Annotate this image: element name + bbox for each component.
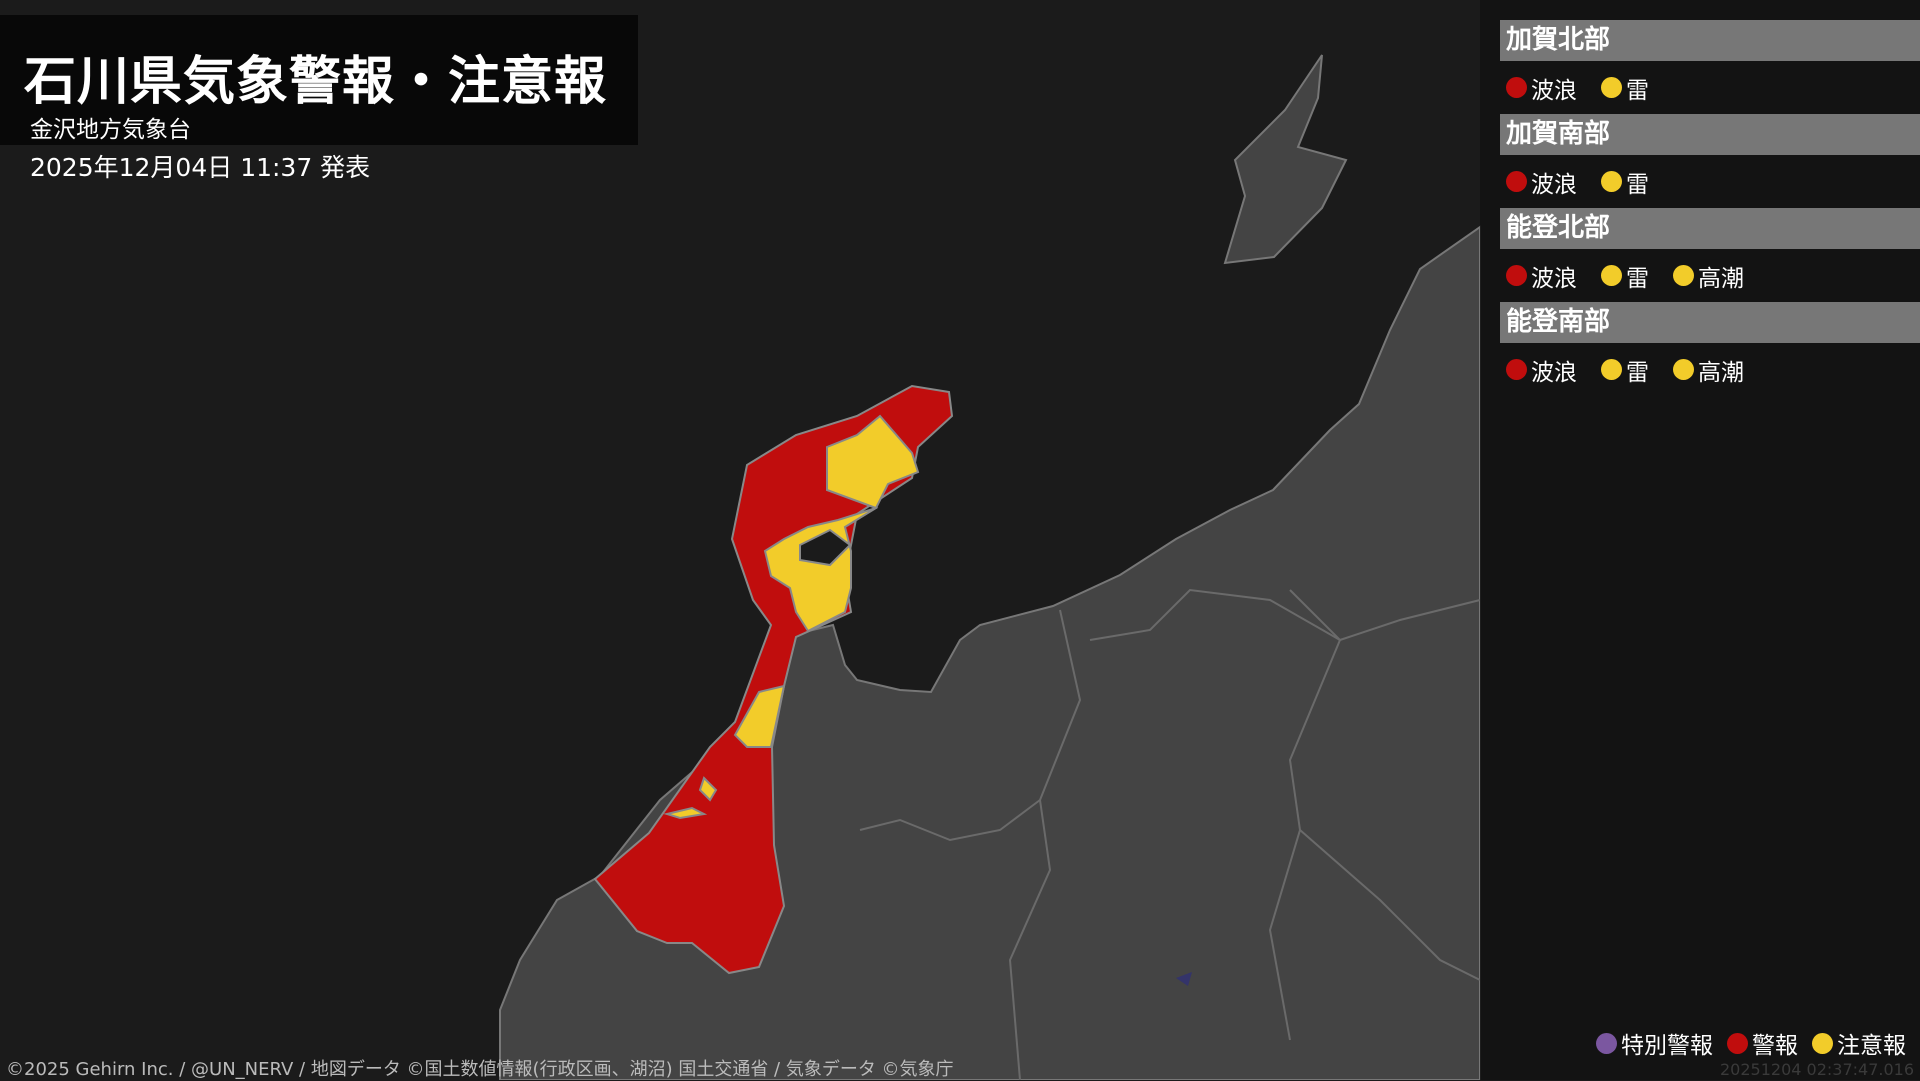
warning-item: 波浪 [1506,71,1577,105]
warning-item: 雷 [1601,71,1649,105]
level-dot-icon [1506,265,1527,286]
legend-label: 注意報 [1837,1033,1906,1059]
legend-item: 注意報 [1812,1026,1906,1060]
warning-label: 雷 [1626,359,1649,386]
title-box: 石川県気象警報・注意報 金沢地方気象台 [0,15,638,145]
page-title: 石川県気象警報・注意報 [24,52,608,112]
area-section: 加賀北部波浪 雷 [1500,20,1920,114]
warning-label: 波浪 [1531,77,1577,104]
sado-island [1223,54,1348,265]
warning-item: 波浪 [1506,353,1577,387]
legend-item: 警報 [1727,1026,1798,1060]
level-dot-icon [1601,77,1622,98]
area-section: 能登南部波浪 雷 高潮 [1500,302,1920,396]
level-dot-icon [1673,359,1694,380]
legend: 特別警報 警報 注意報 [1582,1026,1906,1060]
warning-item: 雷 [1601,165,1649,199]
area-section: 加賀南部波浪 雷 [1500,114,1920,208]
warning-item: 雷 [1601,259,1649,293]
lake [1176,972,1192,986]
warning-label: 波浪 [1531,265,1577,292]
warning-label: 雷 [1626,77,1649,104]
level-dot-icon [1601,171,1622,192]
warning-label: 高潮 [1698,265,1744,292]
area-name: 能登南部 [1500,302,1920,343]
area-warnings: 波浪 雷 高潮 [1500,249,1920,302]
level-dot-icon [1601,359,1622,380]
ishikawa-warning-area [593,384,954,975]
area-name: 加賀北部 [1500,20,1920,61]
legend-label: 警報 [1752,1033,1798,1059]
warning-label: 雷 [1626,171,1649,198]
warning-label: 波浪 [1531,359,1577,386]
legend-dot-icon [1727,1032,1748,1054]
ishikawa-advisory-areas [663,414,920,820]
mainland [499,225,1481,1080]
legend-dot-icon [1812,1032,1833,1054]
warning-item: 波浪 [1506,165,1577,199]
prefecture-borders [859,588,1481,1080]
area-warnings: 波浪 雷 [1500,61,1920,114]
area-section: 能登北部波浪 雷 高潮 [1500,208,1920,302]
area-name: 能登北部 [1500,208,1920,249]
level-dot-icon [1506,359,1527,380]
legend-dot-icon [1596,1032,1617,1054]
warning-item: 高潮 [1673,353,1744,387]
legend-item: 特別警報 [1596,1026,1713,1060]
level-dot-icon [1506,171,1527,192]
area-panel: 加賀北部 波浪雷加賀南部 波浪雷能登北部 波浪雷高潮 能登南部 波浪雷高潮 [1480,0,1920,1080]
legend-label: 特別警報 [1621,1033,1713,1059]
warning-item: 雷 [1601,353,1649,387]
data-timestamp: 20251204 02:37:47.016 [1719,1060,1914,1079]
area-warnings: 波浪 雷 [1500,155,1920,208]
attribution: ©2025 Gehirn Inc. / @UN_NERV / 地図データ ©国土… [6,1059,954,1080]
warning-label: 高潮 [1698,359,1744,386]
warning-label: 雷 [1626,265,1649,292]
warning-label: 波浪 [1531,171,1577,198]
noto-inner-sea [799,528,852,567]
area-warnings: 波浪 雷 高潮 [1500,343,1920,396]
issued-time: 2025年12月04日 11:37 発表 [30,153,371,182]
level-dot-icon [1673,265,1694,286]
warning-item: 高潮 [1673,259,1744,293]
level-dot-icon [1506,77,1527,98]
area-name: 加賀南部 [1500,114,1920,155]
issuing-office: 金沢地方気象台 [30,117,191,143]
level-dot-icon [1601,265,1622,286]
warning-item: 波浪 [1506,259,1577,293]
